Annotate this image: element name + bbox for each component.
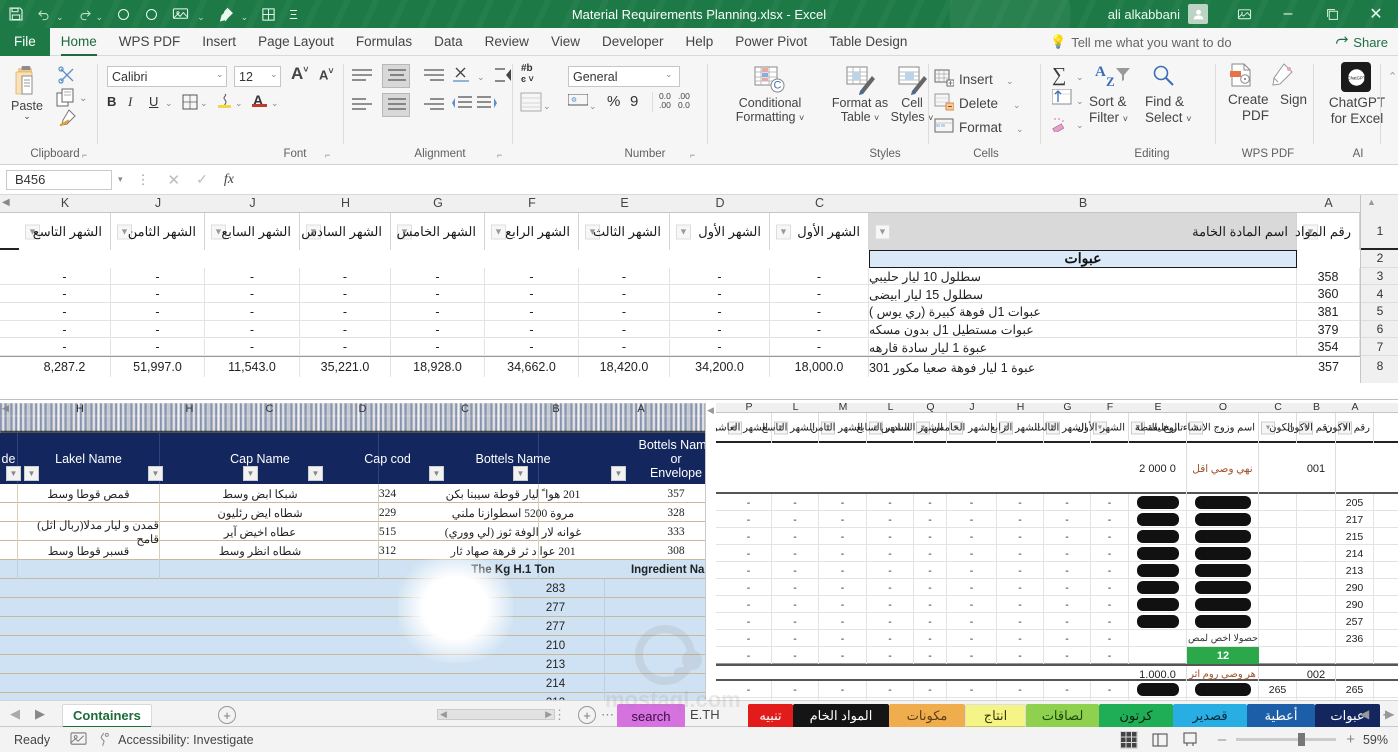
svg-text:C: C xyxy=(774,80,782,92)
svg-text:ChatGPT: ChatGPT xyxy=(1347,75,1365,80)
